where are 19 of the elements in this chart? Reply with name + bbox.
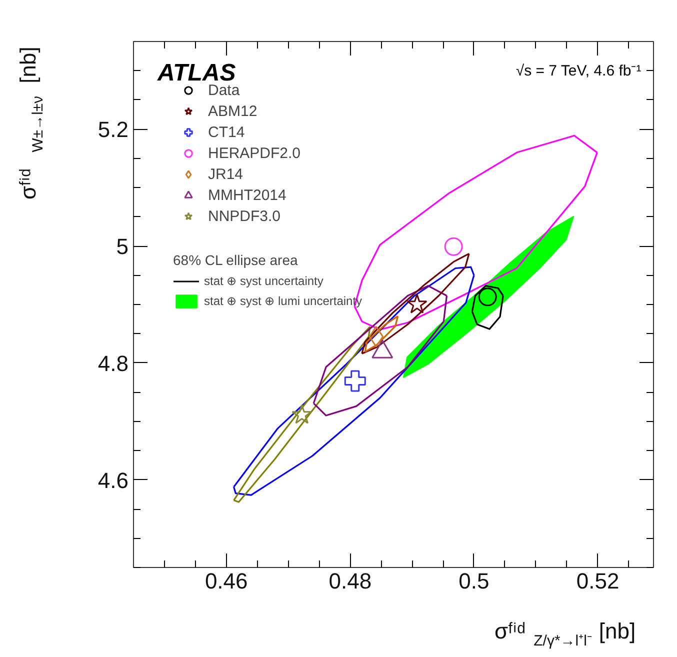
legend-title: 68% CL ellipse area (173, 252, 299, 268)
y-axis-title: σᶠⁱᵈW±→l±ν [nb] (16, 46, 46, 200)
legend-label: MMHT2014 (208, 186, 286, 204)
y-tick-label: 5.2 (98, 117, 129, 142)
legend-label: NNPDF3.0 (208, 207, 281, 225)
legend-label: Data (208, 81, 240, 99)
y-tick-label: 4.6 (98, 468, 129, 493)
x-tick-label: 0.48 (328, 568, 372, 594)
x-tick-label: 0.52 (576, 568, 620, 594)
legend-label: CT14 (208, 123, 245, 141)
y-tick-label: 4.8 (98, 350, 129, 376)
x-tick-label: 0.5 (458, 568, 490, 594)
legend-label: stat ⊕ syst uncertainty (204, 273, 324, 289)
annotation: √s = 7 TeV, 4.6 fb⁻¹ (516, 62, 642, 80)
legend-label: JR14 (208, 165, 244, 183)
legend-label: HERAPDF2.0 (208, 144, 301, 162)
x-tick-label: 0.46 (204, 568, 248, 594)
y-tick-label: 5 (116, 234, 129, 260)
legend-label: ABM12 (208, 102, 258, 120)
